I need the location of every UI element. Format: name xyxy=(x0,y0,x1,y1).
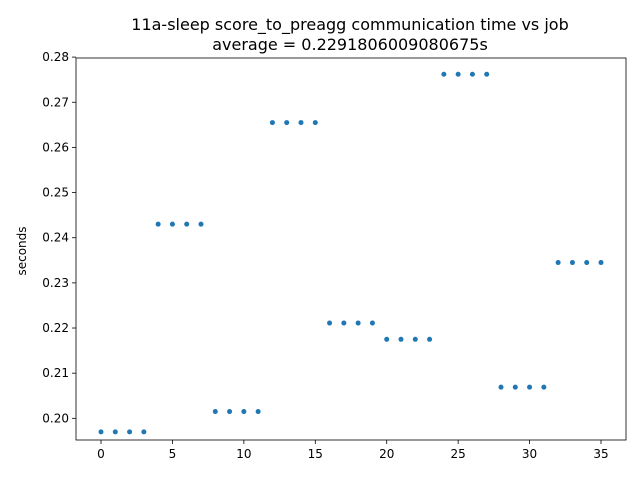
y-tick-label: 0.25 xyxy=(42,186,69,200)
plot-area: 0 5 10 15 20 25 30 35 0.20 0.21 0.22 0.23 0.24 0.25 0.… xyxy=(42,50,627,461)
chart-title: 11a-sleep score_to_preagg communication … xyxy=(131,15,568,35)
data-point xyxy=(441,71,447,77)
data-point xyxy=(555,260,561,266)
data-point xyxy=(598,260,604,266)
y-tick-label: 0.20 xyxy=(42,411,69,425)
data-point xyxy=(312,120,318,126)
data-point xyxy=(469,71,475,77)
y-tick-label: 0.27 xyxy=(42,95,69,109)
data-point xyxy=(127,429,133,435)
data-point xyxy=(112,429,118,435)
data-point xyxy=(255,409,261,415)
data-point xyxy=(569,260,575,266)
x-tick-label: 25 xyxy=(451,447,466,461)
data-point xyxy=(155,221,161,227)
data-point xyxy=(455,71,461,77)
x-tick-label: 35 xyxy=(593,447,608,461)
data-point xyxy=(398,336,404,342)
data-point xyxy=(284,120,290,126)
x-tick-label: 0 xyxy=(97,447,105,461)
data-point xyxy=(512,384,518,390)
data-point xyxy=(212,409,218,415)
data-point xyxy=(355,320,361,326)
data-point xyxy=(227,409,233,415)
y-tick-label: 0.21 xyxy=(42,366,69,380)
data-point xyxy=(498,384,504,390)
y-axis-label: seconds xyxy=(15,226,29,275)
data-point xyxy=(327,320,333,326)
data-point xyxy=(241,409,247,415)
x-tick-label: 10 xyxy=(236,447,251,461)
data-point xyxy=(141,429,147,435)
data-point xyxy=(198,221,204,227)
x-tick-label: 20 xyxy=(379,447,394,461)
data-point xyxy=(169,221,175,227)
data-point xyxy=(541,384,547,390)
data-point xyxy=(298,120,304,126)
data-point xyxy=(384,336,390,342)
x-tick-label: 5 xyxy=(169,447,177,461)
y-tick-label: 0.24 xyxy=(42,231,69,245)
data-point xyxy=(341,320,347,326)
data-point xyxy=(484,71,490,77)
data-point xyxy=(412,336,418,342)
data-point xyxy=(584,260,590,266)
data-point xyxy=(269,120,275,126)
y-tick-label: 0.23 xyxy=(42,276,69,290)
plot-frame xyxy=(75,57,627,441)
data-point xyxy=(527,384,533,390)
data-point xyxy=(98,429,104,435)
x-tick-label: 15 xyxy=(308,447,323,461)
chart-subtitle: average = 0.2291806009080675s xyxy=(212,35,488,54)
x-tick-label: 30 xyxy=(522,447,537,461)
data-point xyxy=(427,336,433,342)
y-tick-label: 0.28 xyxy=(42,50,69,64)
data-point xyxy=(184,221,190,227)
data-point xyxy=(369,320,375,326)
y-tick-label: 0.26 xyxy=(42,140,69,154)
y-tick-label: 0.22 xyxy=(42,321,69,335)
